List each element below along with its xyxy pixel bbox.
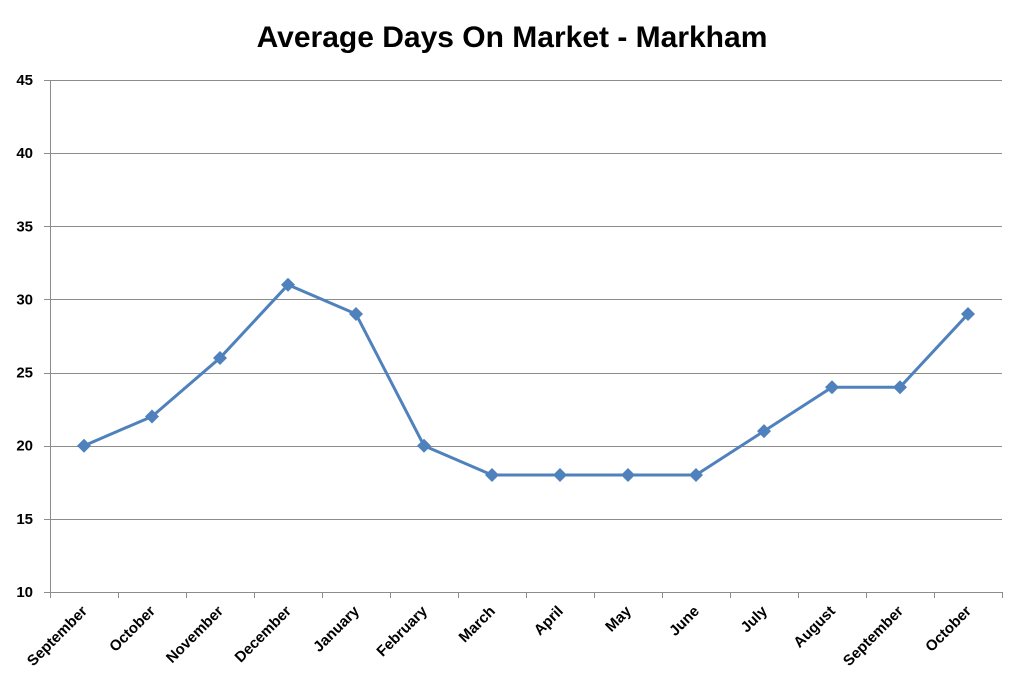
data-point-marker bbox=[77, 438, 91, 453]
axes bbox=[44, 80, 1003, 598]
data-point-marker bbox=[349, 307, 363, 322]
data-point-marker bbox=[213, 350, 227, 365]
series-line bbox=[83, 283, 970, 477]
chart-title: Average Days On Market - Markham bbox=[257, 21, 768, 54]
x-tick-label: September bbox=[840, 603, 907, 670]
x-tick-label: December bbox=[232, 603, 295, 666]
y-tick-label: 30 bbox=[16, 291, 33, 308]
data-point-marker bbox=[553, 467, 567, 482]
data-point-marker bbox=[893, 380, 907, 395]
y-tick-label: 20 bbox=[16, 438, 33, 455]
data-point-marker bbox=[961, 307, 975, 322]
data-point-marker bbox=[145, 409, 159, 424]
x-tick-label: April bbox=[531, 603, 567, 639]
y-tick-label: 25 bbox=[16, 365, 33, 382]
data-point-marker bbox=[281, 277, 295, 292]
y-tick-label: 40 bbox=[16, 145, 33, 162]
x-tick-label: June bbox=[666, 603, 703, 640]
x-axis-tick-labels: September October November December January F… bbox=[24, 602, 975, 669]
data-point-marker bbox=[825, 380, 839, 395]
data-point-marker bbox=[417, 438, 431, 453]
data-point-marker bbox=[757, 424, 771, 439]
x-tick-label: September bbox=[24, 603, 91, 670]
x-tick-label: November bbox=[163, 603, 227, 667]
y-tick-label: 15 bbox=[16, 511, 33, 528]
x-tick-label: July bbox=[738, 602, 772, 636]
x-tick-label: March bbox=[456, 603, 499, 646]
y-axis-tick-labels: 10 15 20 25 30 35 40 45 bbox=[16, 72, 33, 601]
x-tick-label: October bbox=[922, 603, 975, 656]
series-layer bbox=[77, 277, 975, 482]
x-tick-label: January bbox=[310, 602, 363, 655]
x-tick-label: October bbox=[106, 603, 159, 656]
data-point-marker bbox=[621, 467, 635, 482]
y-tick-label: 35 bbox=[16, 218, 33, 235]
y-tick-label: 10 bbox=[16, 584, 33, 601]
x-tick-label: August bbox=[790, 603, 839, 652]
x-tick-label: May bbox=[602, 602, 635, 635]
x-tick-label: February bbox=[373, 602, 431, 660]
data-point-marker bbox=[485, 467, 499, 482]
data-point-marker bbox=[689, 467, 703, 482]
gridlines bbox=[50, 80, 1002, 520]
y-tick-label: 45 bbox=[16, 72, 33, 89]
